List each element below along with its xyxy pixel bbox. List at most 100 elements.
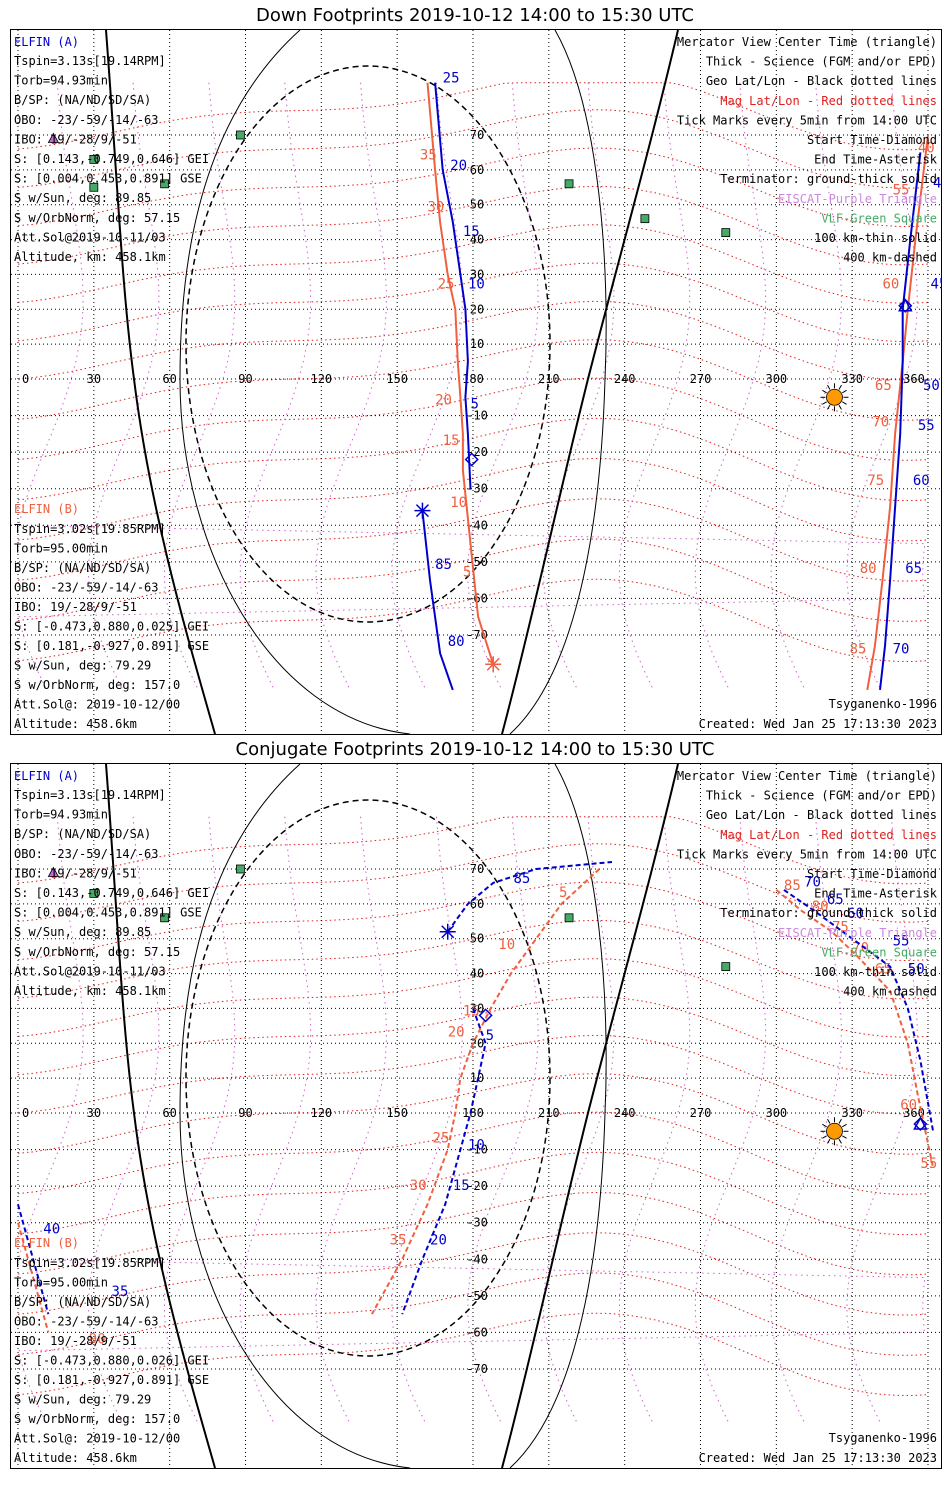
elfin-b-line: IBO: 19/-28/9/-51 <box>14 1334 137 1348</box>
track-tick-label: 30 <box>410 1178 427 1194</box>
lat-tick-label: 50 <box>470 932 484 946</box>
track-tick-label: 55 <box>893 934 910 950</box>
lat-tick-label: 70 <box>470 128 484 142</box>
terminator-line-west <box>105 763 216 1469</box>
lat-tick-label: -40 <box>466 1252 488 1266</box>
elfin-a-line: Torb=94.93min <box>14 808 108 822</box>
mag-lon-line <box>694 82 767 691</box>
track-tick-label: 40 <box>43 1222 60 1238</box>
track-tick-label: 50 <box>923 378 940 394</box>
vlf-green-square <box>721 962 731 972</box>
track-tick-label: 70 <box>804 874 821 890</box>
elfin-b-line: OBO: -23/-59/-14/-63 <box>14 581 159 595</box>
sun-icon <box>820 1117 849 1146</box>
lat-tick-label: 40 <box>470 233 484 247</box>
mag-lon-line <box>163 816 236 1425</box>
lon-tick-label: 210 <box>538 1106 560 1120</box>
track-line <box>426 82 495 665</box>
legend-entry: Start Time-Diamond <box>807 867 937 881</box>
elfin-b-line: Torb=95.00min <box>14 542 108 556</box>
track-tick-label: 15 <box>453 1178 470 1194</box>
elfin-b-track: 5 10 15 20 25 30 35 <box>371 868 601 1315</box>
elfin-a-line: IBO: 19/-28/9/-51 <box>14 866 137 880</box>
track-tick-label: 60 <box>913 473 930 489</box>
elfin-a-line: OBO: -23/-59/-14/-63 <box>14 847 159 861</box>
legend-entry: Mag Lat/Lon - Red dotted lines <box>720 828 937 842</box>
elfin-b-line: Torb=95.00min <box>14 1276 108 1290</box>
sun-ray <box>827 1118 831 1124</box>
conjugate-footprints-panel: 0 30 60 90 120 150 180 210 240 270 300 330 360 70 60 50… <box>10 763 942 1469</box>
start-time-diamond <box>898 298 913 313</box>
track-line <box>879 152 922 691</box>
elfin-b-line: S: [-0.473,0.880,0.025] GEI <box>14 620 209 634</box>
asterisk-stroke <box>486 657 500 671</box>
elfin-a-line: S: [0.143,-0.749,0.646] GEI <box>14 886 209 900</box>
mag-lat-line <box>17 996 929 1076</box>
track-line <box>434 82 472 489</box>
elfin-b-line: Tspin=3.02s[19.85RPM] <box>14 522 166 536</box>
track-line <box>371 868 601 1315</box>
lat-tick-label: 60 <box>470 897 484 911</box>
view-oval-400km <box>185 799 551 1357</box>
geo-grid <box>11 30 941 734</box>
lon-tick-label: 300 <box>765 372 787 386</box>
axis-ticks: 0 30 60 90 120 150 180 210 240 270 300 330 360706050… <box>22 128 925 642</box>
track-tick-label: 85 <box>850 641 867 657</box>
elfin-b-track-east: 40 55 60 65 70 75 80 85 <box>850 134 935 691</box>
mag-lon-line <box>315 816 387 1425</box>
map-frame <box>10 29 942 735</box>
track-tick-label: 10 <box>468 276 485 292</box>
track-line <box>401 1008 487 1315</box>
elfin-b-line: S w/Sun, deg: 79.29 <box>14 1393 151 1407</box>
elfin-a-header: ELFIN (A) <box>14 35 79 49</box>
track-tick-label: 55 <box>918 418 935 434</box>
created-timestamp: Created: Wed Jan 25 17:13:30 2023 <box>699 717 937 731</box>
mag-lat-line <box>17 1111 929 1195</box>
track-tick-label: 60 <box>883 276 900 292</box>
track-tick-label: 65 <box>875 378 892 394</box>
lon-tick-label: 150 <box>386 1106 408 1120</box>
elfin-a-line: Tspin=3.13s[19.14RPM] <box>14 54 166 68</box>
lon-tick-label: 330 <box>841 372 863 386</box>
view-oval-100km <box>179 763 607 1469</box>
lat-tick-label: 10 <box>470 1071 484 1085</box>
elfin-b-info: ELFIN (B) Tspin=3.02s[19.85RPM] Torb=95.00… <box>14 1236 209 1465</box>
track-tick-label: 35 <box>420 147 437 163</box>
elfin-a-line: S w/OrbNorm, deg: 57.15 <box>14 211 180 225</box>
track-tick-label: 25 <box>443 71 460 87</box>
lon-tick-label: 30 <box>87 1106 101 1120</box>
track-tick-label: 5 <box>486 1028 494 1044</box>
lat-tick-label: 20 <box>470 1036 484 1050</box>
elfin-a-line: Torb=94.93min <box>14 74 108 88</box>
model-label: Tsyganenko-1996 <box>829 697 937 711</box>
track-tick-label: 15 <box>463 1003 480 1019</box>
track-line-extension <box>446 861 613 933</box>
elfin-a-line: Att.Sol@2019-10-11/03 <box>14 964 166 978</box>
legend-entry: Thick - Science (FGM and/or EPD) <box>706 789 937 803</box>
lat-tick-label: -30 <box>466 482 488 496</box>
track-line <box>17 1222 50 1333</box>
vlf-green-square <box>160 179 170 189</box>
sun-ray <box>822 389 827 394</box>
track-tick-label: 35 <box>112 1284 129 1300</box>
eiscat-purple-triangle <box>47 866 60 877</box>
mag-lon-line <box>618 816 691 1425</box>
track-tick-label: 20 <box>448 1024 465 1040</box>
sun-ray <box>842 401 847 405</box>
model-label: Tsyganenko-1996 <box>829 1431 937 1445</box>
elfin-a-line: B/SP: (NA/ND/SD/SA) <box>14 827 151 841</box>
elfin-a-line: S w/Sun, deg: 89.85 <box>14 925 151 939</box>
track-tick-label: 75 <box>867 473 884 489</box>
end-time-asterisk <box>439 923 456 940</box>
track-tick-label: 70 <box>872 415 889 431</box>
legend-entry: Mag Lat/Lon - Red dotted lines <box>720 94 937 108</box>
mag-lon-line <box>239 816 312 1425</box>
track-tick-label: 80 <box>860 561 877 577</box>
terminator-line-east <box>501 763 679 1469</box>
lon-tick-label: 360 <box>903 372 925 386</box>
lon-tick-label: 270 <box>690 1106 712 1120</box>
mag-lon-line <box>315 82 387 691</box>
sun-ray <box>822 1123 827 1128</box>
legend-entry: Geo Lat/Lon - Black dotted lines <box>706 808 937 822</box>
lat-tick-label: -20 <box>466 445 488 459</box>
